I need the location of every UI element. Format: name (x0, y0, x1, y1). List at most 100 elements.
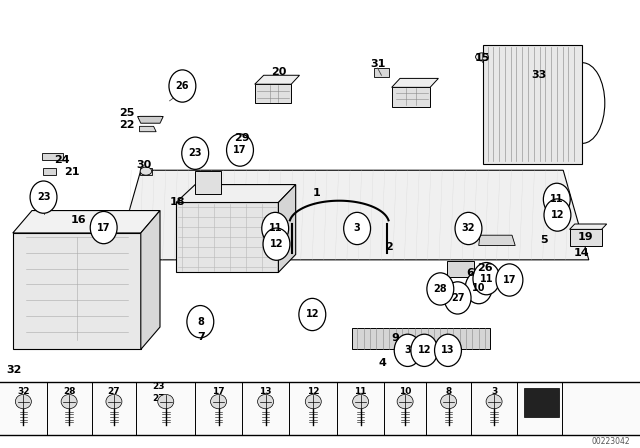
Text: 12: 12 (417, 345, 431, 355)
Text: 3: 3 (491, 387, 497, 396)
Ellipse shape (486, 394, 502, 409)
Text: 17: 17 (212, 387, 225, 396)
Polygon shape (479, 235, 515, 246)
Text: 18: 18 (170, 198, 186, 207)
Polygon shape (483, 45, 582, 164)
Ellipse shape (15, 394, 31, 409)
Ellipse shape (140, 167, 152, 175)
Text: 21: 21 (65, 168, 80, 177)
Bar (0, 382, 640, 435)
Text: 19: 19 (578, 232, 593, 241)
Text: 7: 7 (198, 332, 205, 342)
Ellipse shape (187, 306, 214, 338)
Polygon shape (570, 224, 607, 229)
Ellipse shape (476, 53, 488, 61)
Text: 25: 25 (119, 108, 134, 118)
Ellipse shape (496, 264, 523, 296)
Text: 9: 9 (392, 333, 399, 343)
Text: 12: 12 (550, 210, 564, 220)
Ellipse shape (444, 282, 471, 314)
Polygon shape (195, 171, 221, 194)
Text: 6: 6 (467, 268, 474, 278)
Text: 13: 13 (441, 345, 455, 355)
Bar (352, 328, 490, 349)
Polygon shape (141, 211, 160, 349)
Polygon shape (255, 84, 291, 103)
Ellipse shape (543, 183, 570, 215)
Text: 17: 17 (502, 275, 516, 285)
Ellipse shape (182, 137, 209, 169)
Ellipse shape (435, 334, 461, 366)
Ellipse shape (544, 199, 571, 231)
Text: 13: 13 (259, 387, 272, 396)
Ellipse shape (157, 394, 174, 409)
Text: 26: 26 (175, 81, 189, 91)
Polygon shape (43, 168, 56, 175)
Text: 00223042: 00223042 (592, 437, 630, 446)
Polygon shape (115, 170, 589, 260)
Ellipse shape (455, 212, 482, 245)
Text: 11: 11 (550, 194, 564, 204)
Text: 32: 32 (6, 365, 22, 375)
Polygon shape (570, 229, 602, 246)
Text: 5: 5 (540, 235, 548, 245)
Polygon shape (278, 185, 296, 272)
Text: 22: 22 (119, 120, 134, 129)
Ellipse shape (411, 334, 438, 366)
Text: 30: 30 (136, 160, 152, 170)
Text: 23: 23 (36, 192, 51, 202)
Ellipse shape (262, 212, 289, 245)
Text: 12: 12 (305, 310, 319, 319)
Ellipse shape (305, 394, 321, 409)
Ellipse shape (427, 273, 454, 305)
Text: 12: 12 (307, 387, 319, 396)
Polygon shape (176, 202, 278, 272)
Polygon shape (42, 153, 63, 160)
Text: 11: 11 (355, 387, 367, 396)
Text: 11: 11 (479, 274, 493, 284)
Text: 27: 27 (451, 293, 465, 303)
Text: 28: 28 (63, 387, 76, 396)
Ellipse shape (353, 394, 369, 409)
Ellipse shape (30, 181, 57, 213)
Polygon shape (140, 168, 152, 175)
Polygon shape (255, 75, 300, 84)
Text: 17: 17 (97, 223, 111, 233)
Ellipse shape (263, 228, 290, 260)
Text: 16: 16 (70, 215, 86, 224)
Polygon shape (140, 126, 156, 132)
Text: 4: 4 (379, 358, 387, 368)
Polygon shape (392, 87, 430, 107)
Ellipse shape (397, 394, 413, 409)
Polygon shape (13, 211, 160, 233)
Text: 20: 20 (271, 67, 286, 77)
Ellipse shape (106, 394, 122, 409)
Text: 24: 24 (54, 155, 70, 165)
Text: 27: 27 (152, 394, 164, 403)
Text: 23: 23 (188, 148, 202, 158)
Text: 32: 32 (17, 387, 29, 396)
Text: 1: 1 (313, 188, 321, 198)
Ellipse shape (299, 298, 326, 331)
Text: 8: 8 (445, 387, 452, 396)
Text: 23: 23 (152, 383, 164, 392)
Ellipse shape (394, 334, 421, 366)
Bar (524, 388, 559, 417)
Text: 17: 17 (233, 145, 247, 155)
Ellipse shape (465, 271, 492, 304)
Ellipse shape (473, 263, 500, 295)
Text: 12: 12 (269, 239, 284, 249)
Ellipse shape (344, 212, 371, 245)
Text: 11: 11 (268, 224, 282, 233)
Text: 8: 8 (197, 317, 204, 327)
Polygon shape (13, 233, 141, 349)
Ellipse shape (441, 394, 457, 409)
Text: 27: 27 (108, 387, 120, 396)
Text: 29: 29 (234, 133, 250, 143)
Polygon shape (176, 185, 296, 202)
Text: 28: 28 (433, 284, 447, 294)
Ellipse shape (211, 394, 227, 409)
Text: 3: 3 (404, 345, 411, 355)
Bar (447, 261, 474, 277)
Text: 10: 10 (472, 283, 486, 293)
